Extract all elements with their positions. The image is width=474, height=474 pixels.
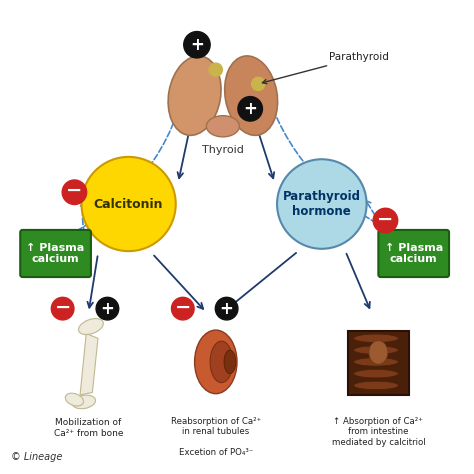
Circle shape bbox=[215, 297, 238, 320]
FancyBboxPatch shape bbox=[378, 230, 449, 277]
Circle shape bbox=[82, 157, 176, 251]
Ellipse shape bbox=[369, 341, 388, 364]
Ellipse shape bbox=[79, 319, 103, 335]
Text: +: + bbox=[243, 100, 257, 118]
Circle shape bbox=[209, 63, 222, 76]
Circle shape bbox=[373, 208, 398, 233]
Ellipse shape bbox=[195, 330, 237, 394]
Circle shape bbox=[62, 180, 87, 204]
Text: Reabsorption of Ca²⁺
in renal tubules

Excetion of PO₄³⁻: Reabsorption of Ca²⁺ in renal tubules Ex… bbox=[171, 417, 261, 457]
Text: −: − bbox=[377, 210, 393, 228]
Ellipse shape bbox=[65, 393, 83, 406]
Text: Parathyroid: Parathyroid bbox=[263, 52, 389, 84]
Text: © Lineage: © Lineage bbox=[11, 452, 62, 462]
Text: Parathyroid
hormone: Parathyroid hormone bbox=[283, 190, 361, 218]
Circle shape bbox=[172, 297, 194, 320]
Ellipse shape bbox=[354, 381, 398, 390]
Ellipse shape bbox=[354, 334, 398, 343]
Text: ↑ Plasma
calcium: ↑ Plasma calcium bbox=[27, 243, 85, 264]
Circle shape bbox=[184, 32, 210, 58]
Text: ↑ Absorption of Ca²⁺
from intestine
mediated by calcitriol: ↑ Absorption of Ca²⁺ from intestine medi… bbox=[331, 417, 425, 447]
FancyBboxPatch shape bbox=[20, 230, 91, 277]
Text: −: − bbox=[66, 182, 82, 201]
Ellipse shape bbox=[206, 116, 239, 137]
Text: Calcitonin: Calcitonin bbox=[94, 198, 164, 210]
Circle shape bbox=[51, 297, 74, 320]
Text: +: + bbox=[190, 36, 204, 54]
Ellipse shape bbox=[210, 341, 233, 383]
Ellipse shape bbox=[354, 357, 398, 366]
Text: Mobilization of
Ca²⁺ from bone: Mobilization of Ca²⁺ from bone bbox=[54, 419, 123, 438]
Text: Thyroid: Thyroid bbox=[202, 145, 244, 155]
Text: ↑ Plasma
calcium: ↑ Plasma calcium bbox=[384, 243, 443, 264]
Text: −: − bbox=[55, 298, 71, 317]
Circle shape bbox=[96, 297, 118, 320]
Circle shape bbox=[252, 77, 265, 91]
Circle shape bbox=[238, 97, 263, 121]
Ellipse shape bbox=[168, 56, 221, 136]
Text: +: + bbox=[219, 300, 234, 318]
Ellipse shape bbox=[72, 395, 95, 409]
Circle shape bbox=[277, 159, 366, 249]
Ellipse shape bbox=[225, 56, 278, 136]
Text: +: + bbox=[100, 300, 114, 318]
Ellipse shape bbox=[354, 369, 398, 378]
Text: −: − bbox=[174, 298, 191, 317]
FancyBboxPatch shape bbox=[348, 331, 409, 395]
Ellipse shape bbox=[354, 346, 398, 355]
Polygon shape bbox=[80, 334, 98, 395]
Ellipse shape bbox=[224, 350, 236, 374]
